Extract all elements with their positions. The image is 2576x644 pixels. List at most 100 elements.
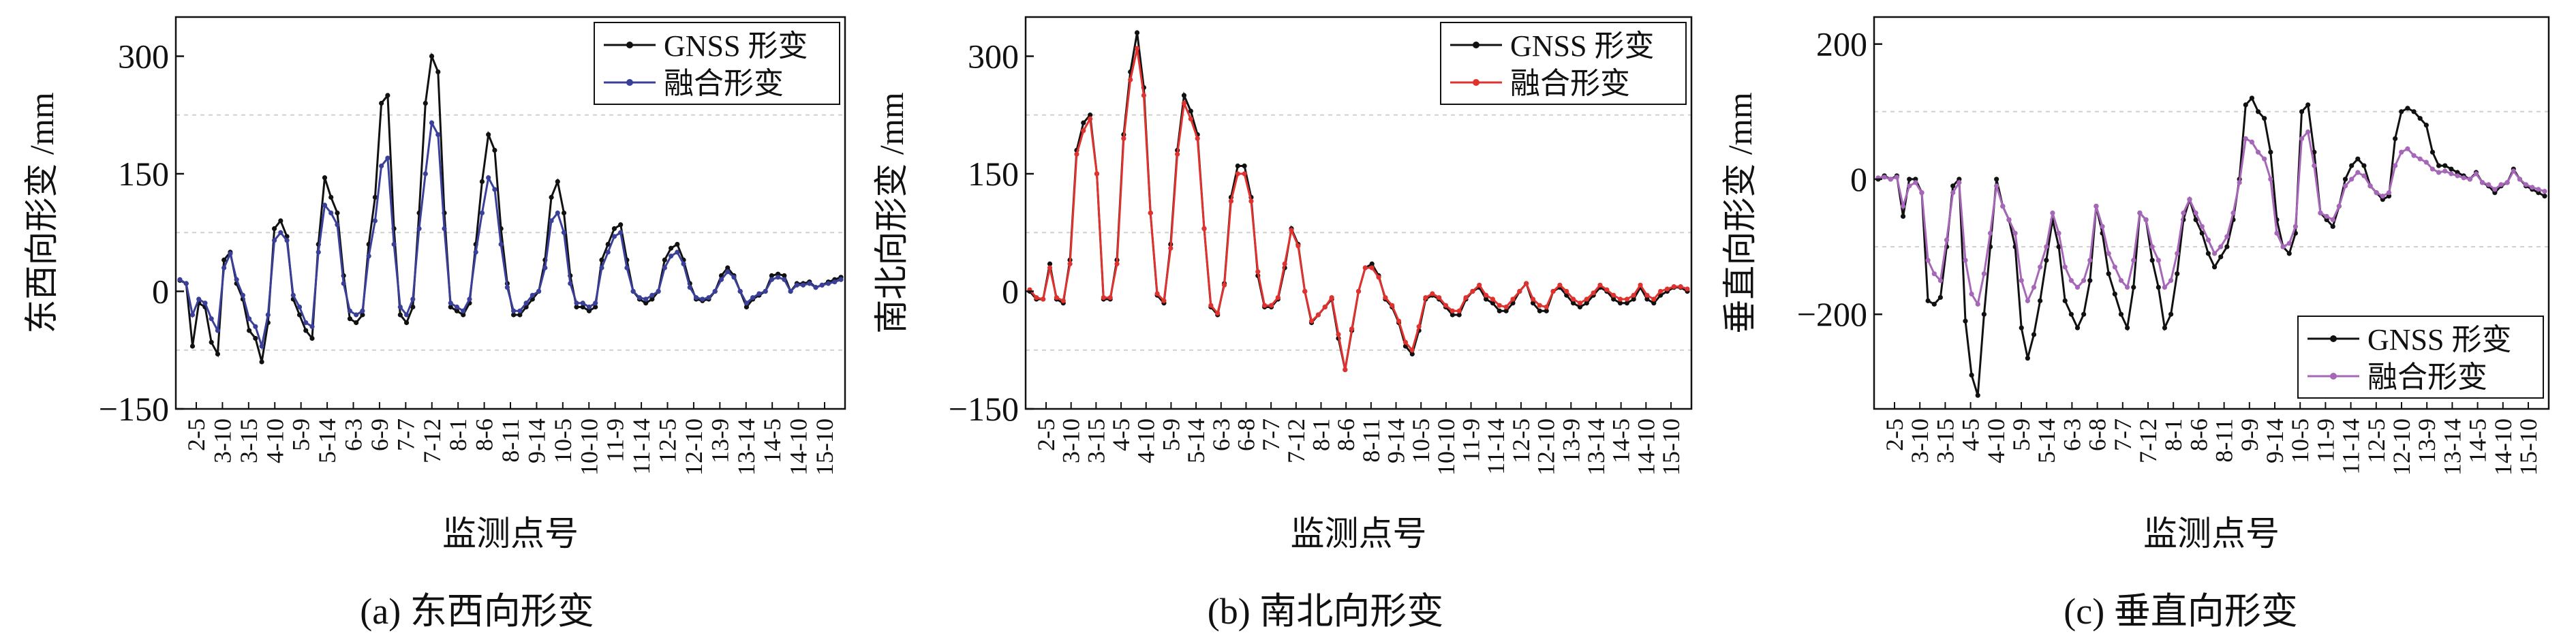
data-point: [1094, 171, 1100, 177]
x-tick-label: 4-10: [1982, 418, 2010, 463]
data-point: [322, 175, 328, 181]
x-tick-label: 10-5: [2286, 418, 2314, 463]
data-point: [832, 279, 838, 285]
data-point: [1383, 295, 1388, 301]
data-point: [2299, 136, 2305, 142]
data-point: [580, 301, 585, 306]
data-point: [1208, 303, 1214, 308]
data-point: [435, 69, 441, 75]
legend-marker: [626, 42, 633, 48]
data-point: [1530, 296, 1536, 302]
x-tick-label: 7-7: [2109, 418, 2136, 451]
data-point: [492, 147, 497, 153]
series-line: [1877, 96, 2545, 396]
data-point: [1450, 312, 1455, 318]
data-point: [1148, 210, 1153, 216]
plot-frame: [1024, 16, 1693, 410]
x-tick-label: 7-7: [1257, 418, 1285, 451]
data-point: [1937, 278, 1944, 283]
data-point: [2342, 177, 2348, 182]
data-point: [611, 234, 617, 239]
data-point: [731, 275, 737, 280]
x-tick-label: 6-8: [1232, 418, 1259, 451]
data-point: [1937, 294, 1944, 301]
x-tick-label: 6-8: [2084, 418, 2111, 451]
data-point: [1503, 308, 1509, 313]
data-point: [2162, 284, 2168, 290]
x-tick-label: 13-14: [2438, 418, 2466, 476]
data-point: [1221, 282, 1227, 288]
data-point: [1188, 108, 1193, 114]
data-point: [335, 222, 340, 228]
data-point: [1617, 296, 1623, 302]
legend-marker: [2330, 373, 2337, 380]
data-point: [1925, 298, 1931, 303]
data-point: [1557, 282, 1563, 288]
data-point: [2449, 166, 2454, 172]
data-point: [536, 288, 542, 294]
x-tick-label: 13-14: [1582, 418, 1610, 476]
data-point: [247, 316, 252, 322]
data-point: [2473, 171, 2479, 177]
data-point: [2399, 109, 2404, 114]
data-point: [1617, 301, 1623, 306]
data-point: [271, 226, 277, 232]
data-point: [2355, 156, 2361, 162]
data-point: [309, 324, 315, 329]
data-point: [574, 304, 579, 310]
data-point: [1957, 177, 1962, 182]
x-tick-label: 3-15: [1082, 418, 1109, 463]
data-point: [379, 100, 384, 106]
data-point: [1081, 128, 1086, 134]
data-point: [605, 241, 611, 247]
data-point: [568, 281, 573, 286]
data-point: [1919, 190, 1925, 196]
x-tick-label: 2-5: [1032, 418, 1060, 451]
data-point: [1107, 295, 1113, 301]
data-point: [1128, 77, 1133, 82]
data-point: [2019, 325, 2024, 331]
data-point: [788, 288, 793, 294]
data-point: [1604, 287, 1610, 292]
data-point: [662, 257, 667, 263]
data-point: [2074, 325, 2081, 331]
data-point: [2249, 95, 2255, 101]
data-point: [1950, 183, 1956, 189]
data-point: [1195, 136, 1200, 141]
data-point: [1081, 120, 1086, 125]
x-tick-label: 11-9: [1458, 418, 1485, 463]
data-point: [743, 304, 750, 310]
data-point: [2074, 284, 2081, 290]
data-point: [1537, 303, 1542, 308]
data-point: [2429, 166, 2436, 172]
data-point: [492, 187, 497, 192]
data-point: [2062, 298, 2068, 303]
data-point: [2436, 170, 2442, 175]
data-point: [807, 281, 812, 286]
data-point: [1931, 301, 1937, 307]
data-point: [2112, 291, 2117, 297]
legend-marker: [626, 79, 633, 86]
data-point: [1987, 230, 1993, 236]
data-point: [2268, 177, 2273, 182]
data-point: [2100, 224, 2105, 229]
data-point: [403, 320, 410, 326]
data-point: [561, 230, 567, 235]
data-point: [253, 335, 258, 341]
data-point: [593, 301, 598, 306]
data-point: [1577, 301, 1583, 306]
chart-panel-c: −20002002-53-103-154-54-105-95-146-36-87…: [1721, 16, 2550, 632]
data-point: [2175, 251, 2180, 256]
x-tick-label: 4-10: [1133, 418, 1160, 463]
data-point: [2081, 311, 2087, 317]
data-point: [2112, 264, 2117, 270]
data-point: [2399, 149, 2404, 155]
x-tick-label: 12-5: [1507, 418, 1535, 463]
data-point: [1456, 308, 1462, 313]
data-point: [1215, 311, 1221, 316]
data-point: [2286, 251, 2292, 256]
y-tick-label: 300: [968, 37, 1019, 76]
x-tick-label: 5-14: [1182, 418, 1210, 463]
data-point: [2405, 146, 2410, 151]
